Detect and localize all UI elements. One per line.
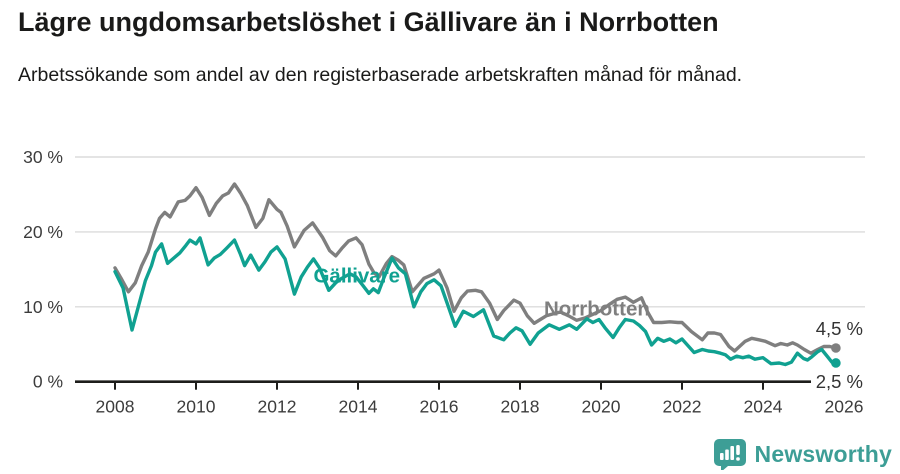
- series-endpoint-Norrbotten: [831, 343, 841, 353]
- y-tick-label: 0 %: [33, 372, 63, 392]
- x-tick-label: 2012: [258, 397, 297, 417]
- x-tick-label: 2014: [339, 397, 378, 417]
- page-title: Lägre ungdomsarbetslöshet i Gällivare än…: [18, 7, 719, 37]
- series-label-Norrbotten: Norrbotten: [544, 297, 650, 320]
- line-chart: 0 % 10 % 20 % 30 % 2008 2010 2012 2014 2016 2018 2…: [23, 147, 865, 417]
- x-tick-label: 2020: [582, 397, 621, 417]
- x-tick-label: 2016: [420, 397, 459, 417]
- chart-area: 0 % 10 % 20 % 30 % 2008 2010 2012 2014 2016 2018 2…: [0, 140, 900, 430]
- chart-subtitle: Arbetssökande som andel av den registerb…: [18, 64, 743, 86]
- y-tick-label: 10 %: [23, 297, 63, 317]
- y-tick-label: 30 %: [23, 147, 63, 167]
- brand-footer: Newsworthy: [713, 439, 892, 470]
- x-tick-label: 2018: [501, 397, 540, 417]
- x-tick-label: 2024: [744, 397, 783, 417]
- newsworthy-logo-icon: [713, 439, 746, 470]
- x-tick-label: 2010: [177, 397, 216, 417]
- x-tick-label: 2022: [663, 397, 702, 417]
- x-tick-label: 2008: [96, 397, 135, 417]
- series-line-Gällivare: [113, 236, 838, 367]
- y-tick-label: 20 %: [23, 222, 63, 242]
- series-line-Norrbotten: [113, 182, 838, 355]
- end-value-label: 2,5 %: [816, 371, 863, 392]
- brand-name: Newsworthy: [754, 441, 892, 467]
- series-label-Gällivare: Gällivare: [313, 264, 400, 287]
- series-endpoint-Gällivare: [831, 358, 841, 368]
- end-value-label: 4,5 %: [816, 318, 863, 339]
- x-tick-label: 2026: [825, 397, 864, 417]
